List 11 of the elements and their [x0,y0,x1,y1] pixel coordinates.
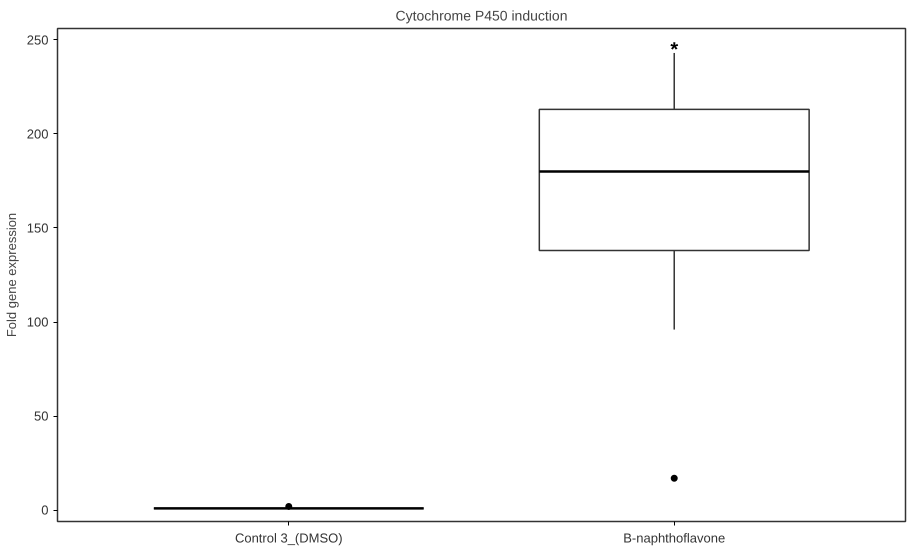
y-axis-title: Fold gene expression [4,212,19,338]
y-tick-label: 150 [26,220,49,236]
x-tick-label: Control 3_(DMSO) [234,530,343,546]
y-tick-label: 50 [34,408,49,424]
y-tick-label: 200 [26,126,49,142]
annotation: * [670,38,678,61]
chart-title: Cytochrome P450 induction [396,8,568,24]
y-tick-label: 100 [26,314,49,330]
x-tick-label: B-naphthoflavone [623,530,726,546]
y-tick-label: 0 [41,502,49,518]
y-tick-label: 250 [26,32,49,48]
